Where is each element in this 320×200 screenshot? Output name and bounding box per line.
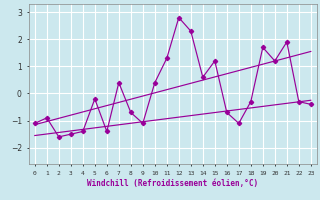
X-axis label: Windchill (Refroidissement éolien,°C): Windchill (Refroidissement éolien,°C) xyxy=(87,179,258,188)
